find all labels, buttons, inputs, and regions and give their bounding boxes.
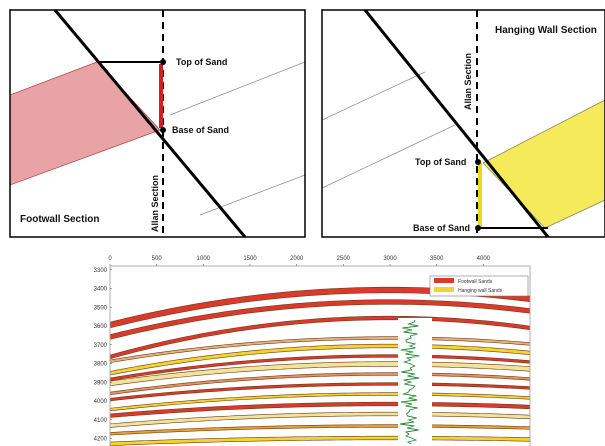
horizon (110, 394, 530, 410)
x-tick-label: 0 (108, 256, 112, 262)
y-tick-label: 3800 (94, 362, 108, 368)
x-tick-label: 500 (152, 256, 163, 262)
legend-swatch (434, 287, 454, 292)
y-tick-label: 3500 (94, 305, 108, 311)
figure: Top of Sand Base of Sand Footwall Sectio… (0, 0, 605, 446)
legend-label: Footwall Sands (458, 279, 493, 285)
y-tick-label: 3400 (94, 287, 108, 293)
x-tick-label: 2500 (337, 256, 351, 262)
y-tick-label: 3600 (94, 324, 108, 330)
panel-title: Hanging Wall Section (495, 25, 597, 36)
x-tick-label: 1000 (197, 256, 211, 262)
y-tick-label: 4000 (94, 399, 108, 405)
horizon (110, 414, 530, 426)
x-tick-label: 1500 (243, 256, 257, 262)
y-tick-label: 4100 (94, 418, 108, 424)
horizon (110, 438, 530, 444)
y-tick-label: 3700 (94, 343, 108, 349)
x-tick-label: 3000 (383, 256, 397, 262)
well-gap (398, 318, 432, 446)
label: Base of Sand (172, 125, 229, 135)
panel-title: Footwall Section (20, 214, 99, 225)
legend-label: Hanging wall Sands (458, 288, 503, 294)
y-tick-label: 3900 (94, 380, 108, 386)
x-tick-label: 3500 (430, 256, 444, 262)
hanging-wall-panel (322, 10, 605, 237)
label: Top of Sand (176, 57, 227, 67)
label: Top of Sand (415, 157, 466, 167)
x-tick-label: 2000 (290, 256, 304, 262)
y-tick-label: 3300 (94, 268, 108, 274)
label: Allan Section (463, 53, 473, 110)
legend: Footwall Sands Hanging wall Sands (430, 276, 528, 296)
horizon (110, 426, 530, 434)
label: Base of Sand (413, 223, 470, 233)
legend-swatch (434, 278, 454, 283)
seismic-bands (110, 290, 530, 446)
label: Allan Section (150, 175, 160, 232)
y-tick-label: 4200 (94, 437, 108, 443)
x-tick-label: 4000 (477, 256, 491, 262)
